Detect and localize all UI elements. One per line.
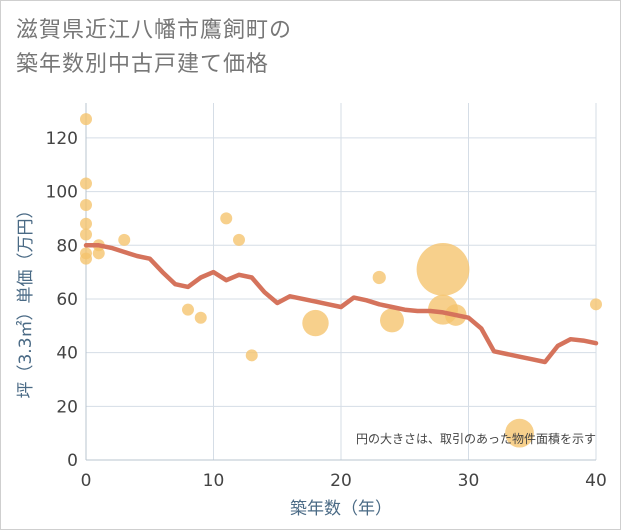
data-bubble xyxy=(505,418,534,448)
data-bubble xyxy=(118,233,131,246)
title-line-2: 築年数別中古戸建て価格 xyxy=(16,52,270,77)
data-bubble xyxy=(80,228,92,241)
x-tick-label: 30 xyxy=(458,471,480,491)
x-tick-label: 40 xyxy=(585,471,607,491)
data-bubble xyxy=(92,247,105,260)
y-tick-label: 120 xyxy=(46,129,78,149)
x-axis-label: 築年数（年） xyxy=(290,499,392,519)
x-tick-label: 20 xyxy=(330,471,352,491)
grid-lines xyxy=(85,103,597,461)
data-bubble xyxy=(194,311,207,324)
data-bubble xyxy=(80,113,92,126)
x-tick-label: 0 xyxy=(81,471,92,491)
data-bubble xyxy=(380,308,404,333)
y-tick-label: 40 xyxy=(56,344,78,364)
trend-line xyxy=(83,243,599,365)
y-axis-label: 坪（3.3㎡）単価（万円） xyxy=(16,201,36,398)
trend-series xyxy=(83,243,599,365)
data-bubble xyxy=(182,303,194,316)
x-tick-label: 10 xyxy=(203,471,225,491)
data-bubble xyxy=(80,217,92,230)
data-bubble xyxy=(80,177,92,190)
y-tick-label: 80 xyxy=(56,236,78,256)
chart-title: 滋賀県近江八幡市鷹飼町の 築年数別中古戸建て価格 xyxy=(16,14,292,82)
tick-labels: 0 10 20 30 40 0 20 40 60 80 100 120 xyxy=(46,129,607,491)
data-bubble xyxy=(80,252,92,265)
data-bubble xyxy=(590,298,602,311)
data-bubble xyxy=(372,270,386,285)
data-bubble xyxy=(80,199,92,211)
data-bubble xyxy=(220,212,233,225)
size-annotation: 円の大きさは、取引のあった物件面積を示す xyxy=(356,431,596,446)
bubble-series xyxy=(80,113,602,448)
y-tick-label: 20 xyxy=(56,397,78,417)
y-tick-label: 100 xyxy=(46,183,78,203)
data-bubble xyxy=(416,243,470,296)
y-tick-label: 0 xyxy=(67,451,78,471)
data-bubble xyxy=(233,233,245,246)
y-tick-label: 60 xyxy=(56,290,78,310)
data-bubble xyxy=(302,309,329,337)
data-bubble xyxy=(245,349,258,362)
title-line-1: 滋賀県近江八幡市鷹飼町の xyxy=(16,18,293,43)
